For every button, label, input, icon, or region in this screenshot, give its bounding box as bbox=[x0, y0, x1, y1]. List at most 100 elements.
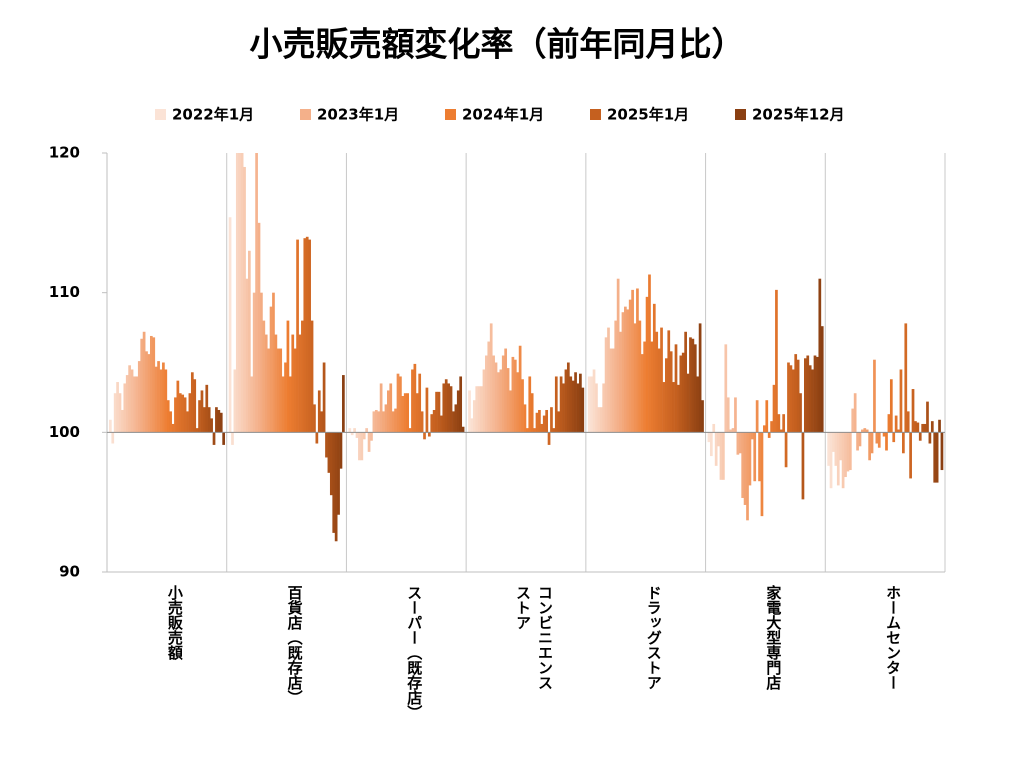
y-tick-label: 90 bbox=[59, 563, 80, 581]
bar bbox=[442, 383, 446, 433]
bar bbox=[240, 153, 244, 433]
bar bbox=[235, 153, 239, 433]
bar bbox=[305, 236, 309, 433]
bar bbox=[222, 432, 226, 445]
bar bbox=[693, 344, 697, 433]
bar bbox=[198, 400, 201, 433]
bar bbox=[834, 432, 838, 466]
bar bbox=[552, 428, 556, 433]
bar bbox=[482, 369, 486, 433]
bar bbox=[564, 369, 568, 433]
bar bbox=[413, 363, 417, 433]
bar bbox=[645, 296, 649, 433]
bar bbox=[624, 306, 627, 433]
bar bbox=[609, 348, 613, 433]
bar bbox=[425, 387, 429, 433]
bar bbox=[665, 358, 668, 433]
bar bbox=[334, 432, 338, 542]
bar bbox=[554, 376, 558, 433]
bar bbox=[535, 412, 539, 433]
bar bbox=[911, 389, 915, 433]
bar bbox=[281, 376, 285, 433]
bar bbox=[128, 365, 131, 433]
bar bbox=[691, 338, 695, 433]
bar bbox=[726, 397, 730, 433]
bar bbox=[889, 379, 893, 433]
bar bbox=[109, 419, 112, 433]
bar bbox=[394, 408, 397, 433]
bar bbox=[468, 390, 471, 433]
x-category-label: 百貨店（既存店） bbox=[285, 585, 304, 705]
bar bbox=[909, 432, 912, 479]
y-tick-label: 100 bbox=[49, 423, 80, 441]
bar bbox=[714, 432, 718, 466]
bar bbox=[435, 391, 438, 433]
bar bbox=[813, 355, 817, 433]
bar bbox=[631, 289, 634, 433]
bar bbox=[317, 390, 321, 433]
bar bbox=[882, 432, 886, 437]
bar bbox=[806, 355, 810, 433]
bar bbox=[538, 409, 541, 433]
bar bbox=[121, 409, 124, 433]
bar bbox=[408, 428, 412, 433]
bar bbox=[861, 429, 864, 433]
bar bbox=[765, 400, 769, 433]
bar bbox=[276, 348, 280, 433]
bar bbox=[432, 409, 436, 433]
bar bbox=[411, 369, 414, 433]
bar bbox=[863, 428, 867, 433]
bar bbox=[811, 369, 814, 433]
bar bbox=[707, 432, 711, 443]
bar bbox=[660, 327, 663, 433]
bar bbox=[186, 411, 189, 433]
bar bbox=[816, 356, 819, 433]
bar bbox=[447, 383, 450, 433]
bar bbox=[542, 415, 546, 433]
bar bbox=[923, 423, 927, 433]
bar bbox=[485, 355, 488, 433]
bar bbox=[930, 421, 934, 433]
bar bbox=[142, 331, 146, 433]
bar bbox=[779, 429, 783, 433]
bar bbox=[367, 432, 371, 452]
bar bbox=[796, 359, 800, 433]
bar bbox=[298, 334, 302, 433]
bar bbox=[370, 432, 373, 441]
bar bbox=[712, 423, 716, 433]
bar bbox=[530, 393, 534, 433]
bar bbox=[545, 409, 548, 433]
bar bbox=[626, 309, 630, 433]
bar bbox=[399, 376, 402, 433]
bar bbox=[437, 391, 441, 433]
bar bbox=[698, 323, 702, 433]
bar bbox=[166, 400, 170, 433]
bar bbox=[382, 411, 385, 433]
bar bbox=[286, 320, 290, 433]
bar bbox=[238, 153, 242, 433]
bar bbox=[118, 393, 122, 433]
bar bbox=[856, 432, 859, 451]
legend-label: 2023年1月 bbox=[317, 106, 399, 124]
bar bbox=[547, 432, 551, 445]
bar bbox=[892, 432, 896, 443]
bar bbox=[403, 393, 407, 433]
bar bbox=[784, 432, 788, 468]
bar bbox=[729, 429, 732, 433]
bar bbox=[686, 373, 690, 433]
bar bbox=[255, 153, 258, 433]
bar bbox=[231, 432, 234, 445]
bar bbox=[587, 376, 591, 433]
bar bbox=[865, 429, 869, 433]
bar bbox=[427, 432, 431, 437]
bar bbox=[149, 335, 153, 433]
bar bbox=[444, 379, 448, 433]
bar bbox=[152, 337, 156, 433]
bar bbox=[130, 369, 134, 433]
bar bbox=[633, 323, 637, 433]
bar bbox=[581, 387, 585, 433]
bar bbox=[274, 334, 278, 433]
bar bbox=[550, 407, 553, 433]
bar bbox=[904, 323, 908, 433]
bar bbox=[358, 432, 361, 461]
